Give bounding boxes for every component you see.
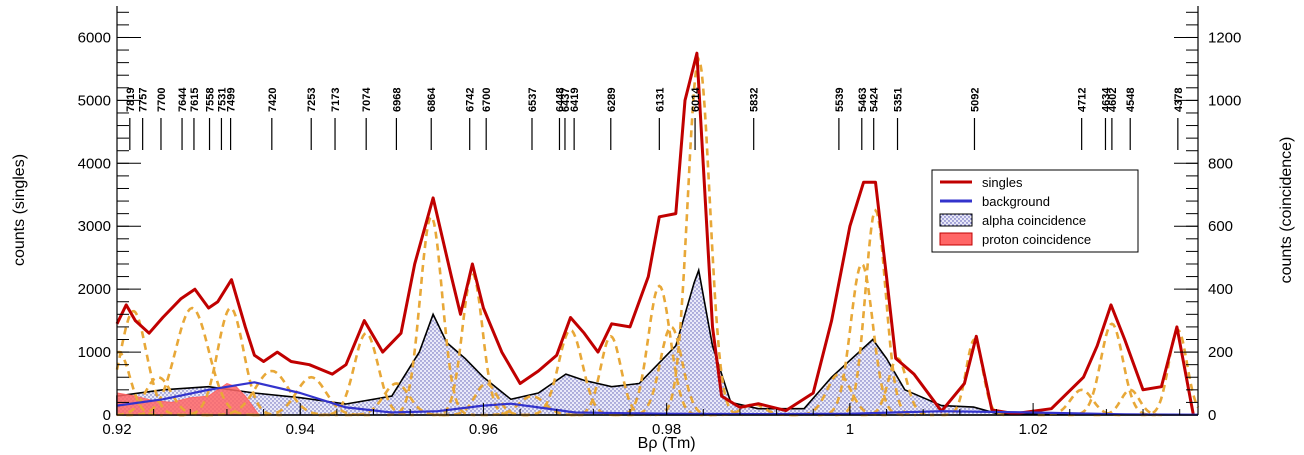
level-label-6419: 6419 <box>569 88 581 112</box>
level-label-5424: 5424 <box>869 87 881 112</box>
fit-component-5 <box>205 369 338 417</box>
level-label-6864: 6864 <box>426 87 438 112</box>
x-tick-label: 0.98 <box>652 421 681 438</box>
y-left-tick-label: 3000 <box>78 218 111 235</box>
y-right-tick-label: 0 <box>1208 407 1216 424</box>
fit-component-1 <box>115 309 185 417</box>
level-label-5463: 5463 <box>857 88 869 112</box>
level-label-6014: 6014 <box>690 87 702 112</box>
series-singles <box>115 51 1195 416</box>
series-fill-layer <box>116 267 1199 416</box>
level-label-4548: 4548 <box>1125 88 1137 112</box>
level-label-7074: 7074 <box>361 87 373 112</box>
level-label-7700: 7700 <box>156 88 168 112</box>
y-left-axis-title: counts (singles) <box>11 154 28 266</box>
x-tick-label: 1 <box>846 421 854 438</box>
level-label-7819: 7819 <box>125 88 137 112</box>
y-right-tick-label: 800 <box>1208 155 1233 172</box>
level-label-6537: 6537 <box>527 88 539 112</box>
level-label-5832: 5832 <box>749 88 761 112</box>
level-label-6448: 6448 <box>555 88 567 112</box>
legend-swatch-alpha-coincidence <box>939 213 973 227</box>
x-tick-label: 0.96 <box>469 421 498 438</box>
fit-component-7 <box>318 331 414 417</box>
level-label-7558: 7558 <box>205 88 217 112</box>
legend-label-alpha-coincidence: alpha coincidence <box>982 213 1086 228</box>
level-label-4602: 4602 <box>1107 88 1119 112</box>
fit-component-4 <box>179 306 282 417</box>
level-label-7757: 7757 <box>138 88 150 112</box>
x-tick-label: 1.02 <box>1019 421 1048 438</box>
level-label-6968: 6968 <box>391 88 403 112</box>
level-label-5092: 5092 <box>970 88 982 112</box>
legend-swatch-proton-coincidence <box>939 232 973 246</box>
x-tick-label: 0.94 <box>286 421 315 438</box>
level-label-7253: 7253 <box>306 88 318 112</box>
fit-component-11 <box>442 382 531 417</box>
level-label-6700: 6700 <box>481 88 493 112</box>
x-tick-label: 0.92 <box>102 421 131 438</box>
y-right-tick-label: 200 <box>1208 344 1233 361</box>
level-label-6289: 6289 <box>606 88 618 112</box>
level-label-5351: 5351 <box>893 88 905 112</box>
level-label-6742: 6742 <box>465 88 477 112</box>
series-alpha-coincidence <box>116 267 1199 416</box>
fit-component-8 <box>345 382 448 417</box>
level-label-7499: 7499 <box>226 88 238 112</box>
fit-component-21 <box>835 208 916 417</box>
fit-component-25 <box>1067 322 1156 417</box>
level-label-7173: 7173 <box>330 88 342 112</box>
y-left-tick-label: 6000 <box>78 29 111 46</box>
level-label-7644: 7644 <box>177 87 189 112</box>
level-label-7420: 7420 <box>267 88 279 112</box>
level-label-4634: 4634 <box>1101 87 1113 112</box>
y-right-tick-label: 1200 <box>1208 29 1241 46</box>
series-line-layer <box>115 51 1199 416</box>
x-axis-title: Bρ (Tm) <box>638 435 696 452</box>
level-label-6131: 6131 <box>654 88 666 112</box>
fit-component-6 <box>252 375 370 417</box>
y-left-tick-label: 5000 <box>78 92 111 109</box>
level-label-7615: 7615 <box>189 88 201 112</box>
y-left-tick-label: 2000 <box>78 281 111 298</box>
fit-component-20 <box>817 262 906 417</box>
y-right-tick-label: 1000 <box>1208 92 1241 109</box>
level-label-6437: 6437 <box>560 88 572 112</box>
level-label-4712: 4712 <box>1077 88 1089 112</box>
y-left-tick-label: 1000 <box>78 344 111 361</box>
legend-label-singles: singles <box>982 175 1023 190</box>
y-left-tick-label: 0 <box>103 407 111 424</box>
level-label-4378: 4378 <box>1173 88 1185 112</box>
fit-component-23 <box>941 337 1008 417</box>
legend: singles background alpha coincidence proton… <box>931 169 1139 253</box>
level-label-5539: 5539 <box>834 88 846 112</box>
legend-label-background: background <box>982 194 1050 209</box>
y-right-tick-label: 400 <box>1208 281 1233 298</box>
legend-label-proton-coincidence: proton coincidence <box>982 232 1091 247</box>
y-left-tick-label: 4000 <box>78 155 111 172</box>
y-right-axis-title: counts (coincidence) <box>1278 137 1295 284</box>
axes-layer: 0.92 0.94 0.96 0.98 1 1.020100020003000400050… <box>11 6 1295 452</box>
series-background <box>116 381 1199 416</box>
y-right-tick-label: 600 <box>1208 218 1233 235</box>
level-label-7531: 7531 <box>216 88 228 112</box>
fit-component-24 <box>1037 388 1126 417</box>
